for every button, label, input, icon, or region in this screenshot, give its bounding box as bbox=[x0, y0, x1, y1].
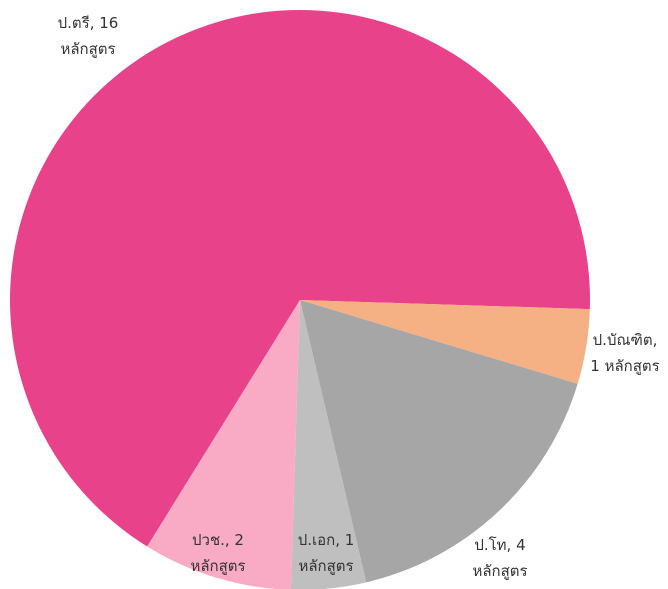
slice-label-line: ป.บัณฑิต, bbox=[593, 331, 658, 349]
slice-label: ป.ตรี, 16 หลักสูตร bbox=[58, 14, 119, 58]
pie-slice bbox=[300, 300, 578, 583]
pie-slice bbox=[147, 300, 300, 589]
slice-label-line: ป.ตรี, 16 bbox=[58, 14, 119, 32]
slice-label-line: ปวช., 2 bbox=[192, 531, 244, 549]
slice-label-line: 1 หลักสูตร bbox=[590, 357, 659, 375]
pie-slice bbox=[290, 300, 367, 589]
pie-slice bbox=[300, 300, 590, 384]
slice-label-line: หลักสูตร bbox=[472, 562, 527, 580]
slice-label: ปวช., 2 หลักสูตร bbox=[190, 531, 245, 575]
slice-label-line: ป.โท, 4 bbox=[474, 536, 525, 554]
slice-label: ป.บัณฑิต, 1 หลักสูตร bbox=[590, 331, 659, 375]
slice-label-line: หลักสูตร bbox=[298, 557, 353, 575]
slice-label-line: หลักสูตร bbox=[190, 557, 245, 575]
slice-label: ป.โท, 4 หลักสูตร bbox=[472, 536, 527, 580]
slice-label-line: หลักสูตร bbox=[60, 40, 115, 58]
pie-slice bbox=[9, 9, 590, 547]
slice-label: ป.เอก, 1 หลักสูตร bbox=[298, 531, 355, 575]
slice-label-line: ป.เอก, 1 bbox=[298, 531, 355, 549]
